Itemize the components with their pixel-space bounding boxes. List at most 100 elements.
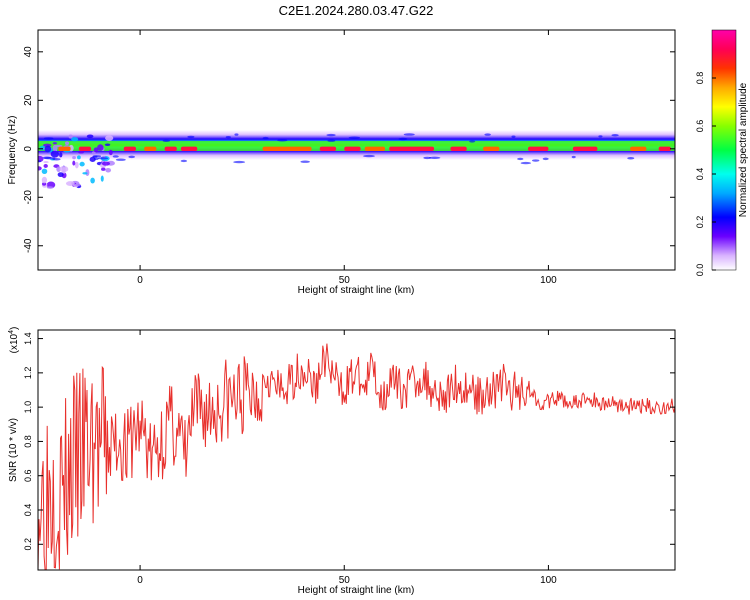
spectrogram-image	[38, 130, 675, 189]
spectrogram-y-tick-label: 40	[23, 46, 34, 58]
snr-y-tick-label: 0.6	[23, 469, 33, 482]
spectrogram-axes-frame	[37, 29, 676, 271]
spectrogram-noise-blob	[91, 151, 96, 155]
spectrogram-band-edge-blob	[43, 137, 54, 140]
spectrogram-x-tick-label: 100	[540, 275, 557, 286]
spectrogram-band-edge-blob	[97, 157, 109, 160]
spectrogram-band-edge-blob	[300, 160, 310, 163]
spectrogram-peak-segment	[389, 146, 435, 151]
spectrogram-band-edge-blob	[542, 157, 549, 161]
spectrogram-noise-blob	[59, 166, 69, 173]
snr-y-tick-label: 1.2	[23, 367, 33, 380]
spectrogram-noise-blob	[82, 172, 88, 175]
snr-y-tick-label: 0.8	[23, 435, 33, 448]
colorbar: 0.0 0.2 0.4 0.6 0.8 Normalized spectral ampl…	[695, 29, 749, 277]
spectrogram-noise-blob	[38, 166, 42, 171]
spectrogram-noise-blob	[97, 144, 104, 151]
spectrogram-band-edge-blob	[180, 159, 188, 163]
spectrogram-y-axis-label: Frequency (Hz)	[7, 116, 18, 185]
spectrogram-peak-segment	[450, 146, 467, 151]
spectrogram-band-edge-blob	[469, 140, 476, 143]
spectrogram-noise-blob	[79, 161, 85, 167]
spectrogram-peak-segment	[164, 146, 177, 151]
spectrogram-band-edge-blob	[511, 135, 516, 138]
spectrogram-band-edge-blob	[428, 156, 441, 160]
spectrogram-noise-blob	[68, 134, 73, 139]
snr-exponent-label: (x104)	[8, 327, 20, 354]
spectrogram-band-edge-blob	[38, 160, 42, 163]
spectrogram-band-edge-blob	[363, 154, 375, 158]
spectrogram-band-edge-blob	[520, 161, 532, 165]
spectrogram-band-edge-blob	[233, 160, 246, 164]
spectrogram-panel: 0 50 100 40 20 0 -20 -40 Height of straight li…	[7, 29, 676, 296]
spectrogram-y-tick-label: 0	[23, 146, 34, 152]
spectrogram-peak-segment	[144, 146, 157, 151]
spectrogram-band-edge-blob	[326, 133, 336, 137]
spectrogram-peak-segment	[528, 146, 549, 151]
spectrogram-noise-blob	[90, 177, 95, 184]
spectrogram-peak-segment	[658, 146, 671, 151]
spectrogram-noise-blob	[89, 156, 96, 162]
spectrogram-peak-segment	[483, 146, 500, 151]
spectrogram-noise-blob	[108, 149, 113, 156]
spectrogram-noise-blob	[43, 161, 49, 164]
colorbar-ticks: 0.0 0.2 0.4 0.6 0.8	[695, 72, 716, 277]
spectrogram-noise-blob	[101, 167, 106, 171]
spectrogram-band-edge-blob	[484, 133, 491, 136]
spectrogram-noise-blob	[44, 145, 52, 153]
snr-series-line	[38, 343, 675, 570]
spectrogram-band-edge-blob	[128, 155, 136, 159]
colorbar-tick-label: 0.2	[695, 216, 705, 229]
snr-y-axis-label: SNR (10 * v/v)	[8, 418, 19, 482]
spectrogram-band-edge-blob	[234, 133, 239, 136]
colorbar-gradient	[711, 29, 737, 271]
spectrogram-band-edge-blob	[531, 159, 540, 162]
snr-y-tick-label: 0.4	[23, 504, 33, 517]
spectrogram-peak-segment	[630, 146, 647, 151]
spectrogram-peak-segment	[364, 146, 386, 151]
snr-axes-frame	[37, 329, 676, 571]
spectrogram-band-edge-blob	[517, 157, 524, 161]
snr-panel: 0 50 100 0.2 0.4 0.6 0.8 1.0 1.2 1.4 Height of s…	[8, 327, 676, 596]
spectrogram-noise-region	[38, 133, 635, 189]
spectrogram-band-edge-blob	[262, 136, 269, 140]
spectrogram-noise-blob	[52, 144, 58, 152]
spectrogram-band-edge-blob	[277, 139, 288, 142]
figure-title: C2E1.2024.280.03.47.G22	[279, 3, 434, 18]
spectrogram-noise-blob	[46, 186, 54, 189]
spectrogram-band-edge-blob	[92, 155, 102, 158]
spectrogram-band-edge-blob	[403, 133, 415, 136]
spectrogram-band-edge-blob	[162, 139, 171, 142]
spectrogram-x-tick-label: 0	[137, 275, 143, 286]
spectrogram-noise-blob	[77, 155, 81, 160]
spectrogram-noise-blob	[105, 135, 114, 142]
spectrogram-noise-blob	[52, 142, 57, 145]
spectrogram-band-edge-blob	[571, 155, 576, 159]
spectrogram-band-edge-blob	[627, 157, 635, 160]
snr-y-tick-label: 1.4	[23, 332, 33, 345]
spectrogram-x-ticks: 0 50 100	[137, 30, 557, 286]
spectrogram-noise-blob	[59, 152, 63, 158]
colorbar-tick-label: 0.4	[695, 168, 705, 181]
spectrogram-band-edge-blob	[187, 135, 195, 139]
spectrogram-noise-blob	[43, 164, 48, 168]
colorbar-tick-label: 0.0	[695, 264, 705, 277]
spectrogram-band-edge-blob	[348, 136, 361, 139]
spectrogram-y-tick-label: -40	[23, 238, 34, 253]
spectrogram-band-edge-blob	[598, 135, 603, 138]
spectrogram-noise-blob	[56, 166, 61, 173]
spectrogram-noise-blob	[72, 156, 76, 160]
spectrogram-band-edge-blob	[327, 139, 336, 142]
spectrogram-noise-blob	[101, 161, 111, 166]
spectrogram-peak-segment	[123, 146, 136, 151]
snr-x-ticks: 0 50 100	[137, 330, 557, 586]
spectrogram-noise-blob	[65, 181, 75, 186]
spectrogram-peak-segment	[572, 146, 598, 151]
spectrogram-peak-segments	[58, 146, 671, 151]
spectrogram-peak-segment	[262, 146, 312, 151]
snr-y-tick-label: 0.2	[23, 538, 33, 551]
spectrogram-band-edge-blob	[398, 137, 408, 141]
spectrogram-noise-blob	[104, 143, 111, 146]
spectrogram-noise-blob	[78, 151, 85, 154]
